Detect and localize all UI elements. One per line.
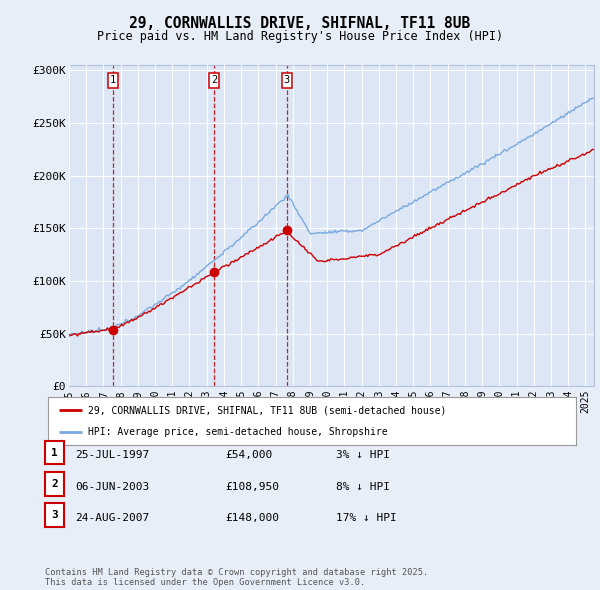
Text: 8% ↓ HPI: 8% ↓ HPI bbox=[336, 482, 390, 491]
Text: Price paid vs. HM Land Registry's House Price Index (HPI): Price paid vs. HM Land Registry's House … bbox=[97, 30, 503, 43]
Text: 2: 2 bbox=[51, 479, 58, 489]
Text: 3: 3 bbox=[51, 510, 58, 520]
Text: 29, CORNWALLIS DRIVE, SHIFNAL, TF11 8UB: 29, CORNWALLIS DRIVE, SHIFNAL, TF11 8UB bbox=[130, 16, 470, 31]
Text: 24-AUG-2007: 24-AUG-2007 bbox=[75, 513, 149, 523]
Text: £148,000: £148,000 bbox=[225, 513, 279, 523]
Text: 25-JUL-1997: 25-JUL-1997 bbox=[75, 451, 149, 460]
Text: 3% ↓ HPI: 3% ↓ HPI bbox=[336, 451, 390, 460]
Text: 3: 3 bbox=[284, 76, 290, 86]
Text: £54,000: £54,000 bbox=[225, 451, 272, 460]
Text: 17% ↓ HPI: 17% ↓ HPI bbox=[336, 513, 397, 523]
Text: 1: 1 bbox=[110, 76, 116, 86]
Text: 1: 1 bbox=[51, 448, 58, 457]
Text: Contains HM Land Registry data © Crown copyright and database right 2025.
This d: Contains HM Land Registry data © Crown c… bbox=[45, 568, 428, 587]
Text: 2: 2 bbox=[211, 76, 217, 86]
Text: HPI: Average price, semi-detached house, Shropshire: HPI: Average price, semi-detached house,… bbox=[88, 427, 387, 437]
Text: 06-JUN-2003: 06-JUN-2003 bbox=[75, 482, 149, 491]
Text: £108,950: £108,950 bbox=[225, 482, 279, 491]
Text: 29, CORNWALLIS DRIVE, SHIFNAL, TF11 8UB (semi-detached house): 29, CORNWALLIS DRIVE, SHIFNAL, TF11 8UB … bbox=[88, 405, 446, 415]
